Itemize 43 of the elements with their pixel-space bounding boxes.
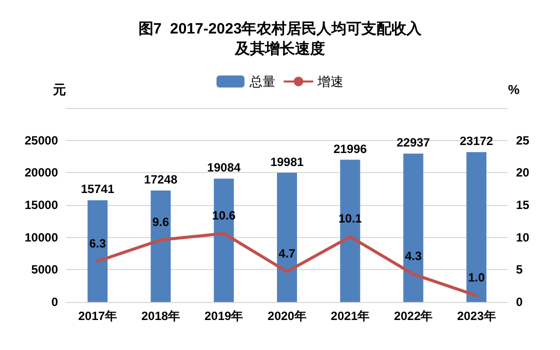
y-tick-label: 20000 — [24, 166, 58, 180]
y-tick-label: 10000 — [24, 230, 58, 244]
data-label: 23172 — [460, 134, 494, 148]
data-label: 19981 — [270, 154, 304, 169]
bar — [466, 152, 486, 302]
y2-axis-title: % — [508, 82, 520, 97]
data-label: 19084 — [207, 160, 241, 175]
bar — [150, 190, 171, 302]
data-label: 4.7 — [278, 246, 296, 261]
bar — [403, 154, 424, 302]
y2-tick-label: 10 — [516, 230, 530, 244]
x-tick-label: 2019年 — [204, 309, 244, 323]
data-label: 1.0 — [468, 270, 486, 285]
legend-label: 增速 — [316, 74, 344, 89]
x-tick-label: 2017年 — [78, 309, 117, 323]
y2-tick-label: 20 — [516, 166, 530, 180]
x-tick-label: 2018年 — [141, 309, 180, 323]
bar — [214, 178, 234, 302]
legend-label: 总量 — [248, 74, 276, 89]
x-tick-label: 2021年 — [330, 309, 370, 323]
y-tick-label: 15000 — [24, 198, 58, 212]
chart-title: 图7 2017-2023年农村居民人均可支配收入及其增长速度 — [138, 20, 423, 58]
y2-tick-label: 15 — [516, 198, 530, 212]
data-label: 9.6 — [152, 214, 170, 229]
data-label: 4.3 — [404, 249, 422, 264]
y2-tick-label: 25 — [516, 133, 530, 148]
y-tick-label: 0 — [51, 295, 58, 309]
data-label: 17248 — [144, 172, 178, 186]
data-label: 21996 — [333, 142, 368, 156]
y2-tick-label: 0 — [516, 295, 523, 309]
data-label: 15741 — [80, 182, 115, 196]
data-label: 6.3 — [89, 236, 106, 250]
x-tick-label: 2023年 — [457, 309, 496, 323]
x-tick-label: 2020年 — [268, 309, 306, 323]
bar — [277, 172, 297, 302]
bar — [88, 200, 108, 302]
y-tick-label: 25000 — [24, 133, 58, 148]
y-axis-title: 元 — [52, 82, 66, 97]
bar — [340, 160, 360, 302]
x-tick-label: 2022年 — [394, 309, 433, 323]
y-tick-label: 5000 — [31, 262, 58, 277]
data-label: 22937 — [396, 136, 430, 150]
y2-tick-label: 5 — [516, 262, 523, 277]
